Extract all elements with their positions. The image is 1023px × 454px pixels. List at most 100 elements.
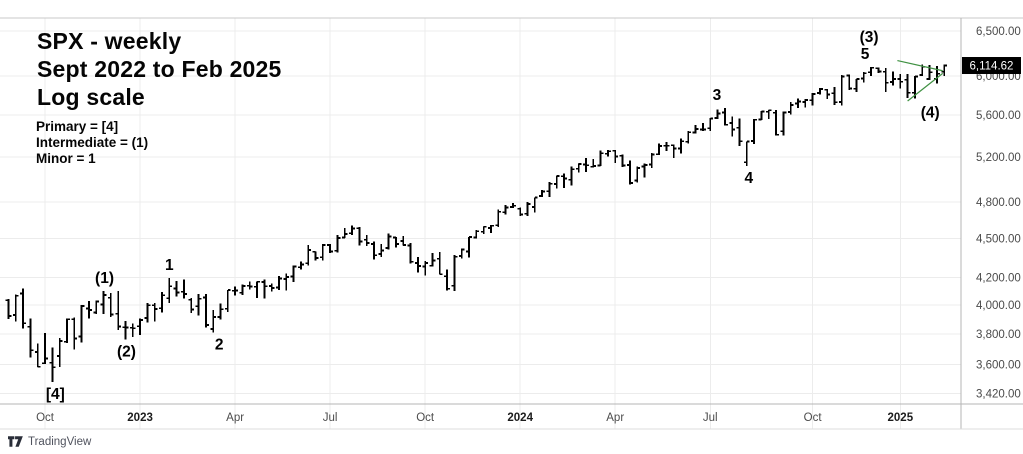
y-axis-label: 4,800.00: [976, 197, 1021, 209]
ohlc-bar: [838, 75, 845, 106]
ohlc-bar: [422, 261, 429, 276]
ohlc-bar: [546, 181, 553, 197]
y-axis-label: 3,420.00: [976, 389, 1021, 401]
ohlc-bar: [371, 241, 377, 260]
ohlc-bar: [451, 254, 458, 291]
title-line-period: Sept 2022 to Feb 2025: [37, 56, 282, 82]
ohlc-bar: [341, 228, 348, 239]
ohlc-bar: [334, 235, 341, 253]
ohlc-bar: [590, 159, 597, 168]
ohlc-bar: [685, 130, 692, 144]
ohlc-bar: [729, 116, 736, 137]
y-axis-label: 6,000.00: [976, 71, 1021, 83]
ohlc-bar: [385, 233, 392, 250]
title-line-symbol: SPX - weekly: [37, 28, 182, 54]
y-axis-label: 5,200.00: [976, 152, 1021, 164]
x-axis-label: Oct: [416, 412, 435, 424]
ohlc-bar: [78, 304, 85, 343]
ohlc-bar: [283, 273, 290, 291]
ohlc-bar: [773, 110, 779, 136]
trendline[interactable]: [897, 60, 943, 72]
ohlc-bar: [319, 243, 326, 261]
ohlc-bar: [378, 243, 385, 257]
gridlines: [0, 18, 961, 429]
chart-title: SPX - weekly Sept 2022 to Feb 2025 Log s…: [37, 27, 282, 111]
ohlc-bar: [414, 256, 421, 273]
ohlc-bar: [634, 166, 641, 183]
ohlc-bar: [71, 317, 78, 350]
ohlc-bar: [707, 117, 714, 131]
ohlc-bar: [553, 175, 560, 189]
ohlc-bar: [202, 294, 209, 328]
wave-labels: [4] (1) (2) 1 2 3 4 5(3) (4): [46, 29, 940, 403]
ohlc-bar: [480, 225, 487, 234]
ohlc-bar: [107, 293, 114, 317]
ohlc-bar: [605, 150, 611, 157]
y-axis-label: 3,800.00: [976, 329, 1021, 341]
ohlc-bar: [678, 138, 684, 154]
ohlc-bar: [56, 338, 63, 368]
ohlc-bar: [349, 225, 355, 236]
tradingview-logo-icon: [8, 436, 23, 447]
ohlc-bar: [115, 291, 122, 331]
ohlc-bar: [93, 300, 100, 315]
ohlc-bar: [49, 347, 56, 382]
ohlc-bar: [312, 250, 319, 261]
wave-degree-legend: Primary = [4] Intermediate = (1) Minor =…: [36, 119, 148, 167]
ohlc-bar: [692, 124, 699, 134]
y-axis-label: 3,600.00: [976, 360, 1021, 372]
ohlc-bar: [575, 162, 582, 173]
ohlc-bar: [122, 320, 129, 340]
ohlc-bar: [42, 333, 48, 365]
ohlc-bar: [868, 66, 874, 76]
ohlc-bar: [144, 302, 151, 323]
ohlc-bar: [20, 288, 27, 329]
ohlc-bar: [619, 154, 626, 168]
wave-label: (1): [95, 270, 114, 287]
y-axis-label: 4,500.00: [976, 234, 1021, 246]
ohlc-bar: [663, 141, 670, 151]
ohlc-bar: [458, 248, 465, 259]
time-axis[interactable]: Oct 2023 Apr Jul Oct 2024 Apr Jul Oct 2025: [36, 412, 914, 424]
tradingview-brand-text: TradingView: [28, 435, 92, 448]
ohlc-bar: [758, 110, 765, 121]
ohlc-bar: [305, 245, 312, 266]
ohlc-bar: [64, 318, 70, 343]
ohlc-bar: [517, 207, 524, 217]
ohlc-bar: [217, 303, 224, 320]
ohlc-bar: [817, 87, 823, 95]
price-axis[interactable]: 6,500.00 6,000.00 5,600.00 5,200.00 4,800.00…: [962, 26, 1021, 401]
ohlc-bar: [159, 291, 165, 313]
wave-label: 2: [215, 337, 224, 354]
legend-line-primary: Primary = [4]: [36, 119, 119, 134]
ohlc-bar: [568, 166, 575, 186]
ohlc-bar: [597, 150, 604, 167]
ohlc-bar: [195, 294, 202, 316]
ohlc-bar: [34, 343, 41, 368]
wave-label: (4): [921, 105, 940, 122]
x-axis-label: Apr: [606, 412, 624, 424]
ohlc-bar: [648, 152, 655, 168]
ohlc-bar: [86, 301, 92, 319]
ohlc-bar: [875, 67, 882, 73]
tradingview-watermark[interactable]: TradingView: [8, 435, 91, 448]
last-price-badge: [962, 57, 1021, 75]
ohlc-bar: [246, 281, 253, 290]
ohlc-bar: [466, 235, 472, 258]
x-axis-label: 2025: [888, 412, 914, 424]
trendline[interactable]: [907, 72, 944, 102]
ohlc-bar: [882, 68, 889, 93]
ohlc-bar: [407, 242, 414, 264]
ohlc-bar: [714, 109, 721, 119]
ohlc-bar: [473, 230, 480, 239]
ohlc-bar: [181, 279, 187, 299]
ohlc-bar: [363, 235, 370, 246]
x-axis-label: Apr: [226, 412, 244, 424]
y-axis-label: 4,000.00: [976, 300, 1021, 312]
ohlc-bar: [276, 275, 282, 290]
ohlc-bar: [780, 111, 787, 136]
ohlc-bar: [509, 202, 516, 209]
y-axis-label: 4,200.00: [976, 273, 1021, 285]
ohlc-bar: [298, 261, 304, 270]
